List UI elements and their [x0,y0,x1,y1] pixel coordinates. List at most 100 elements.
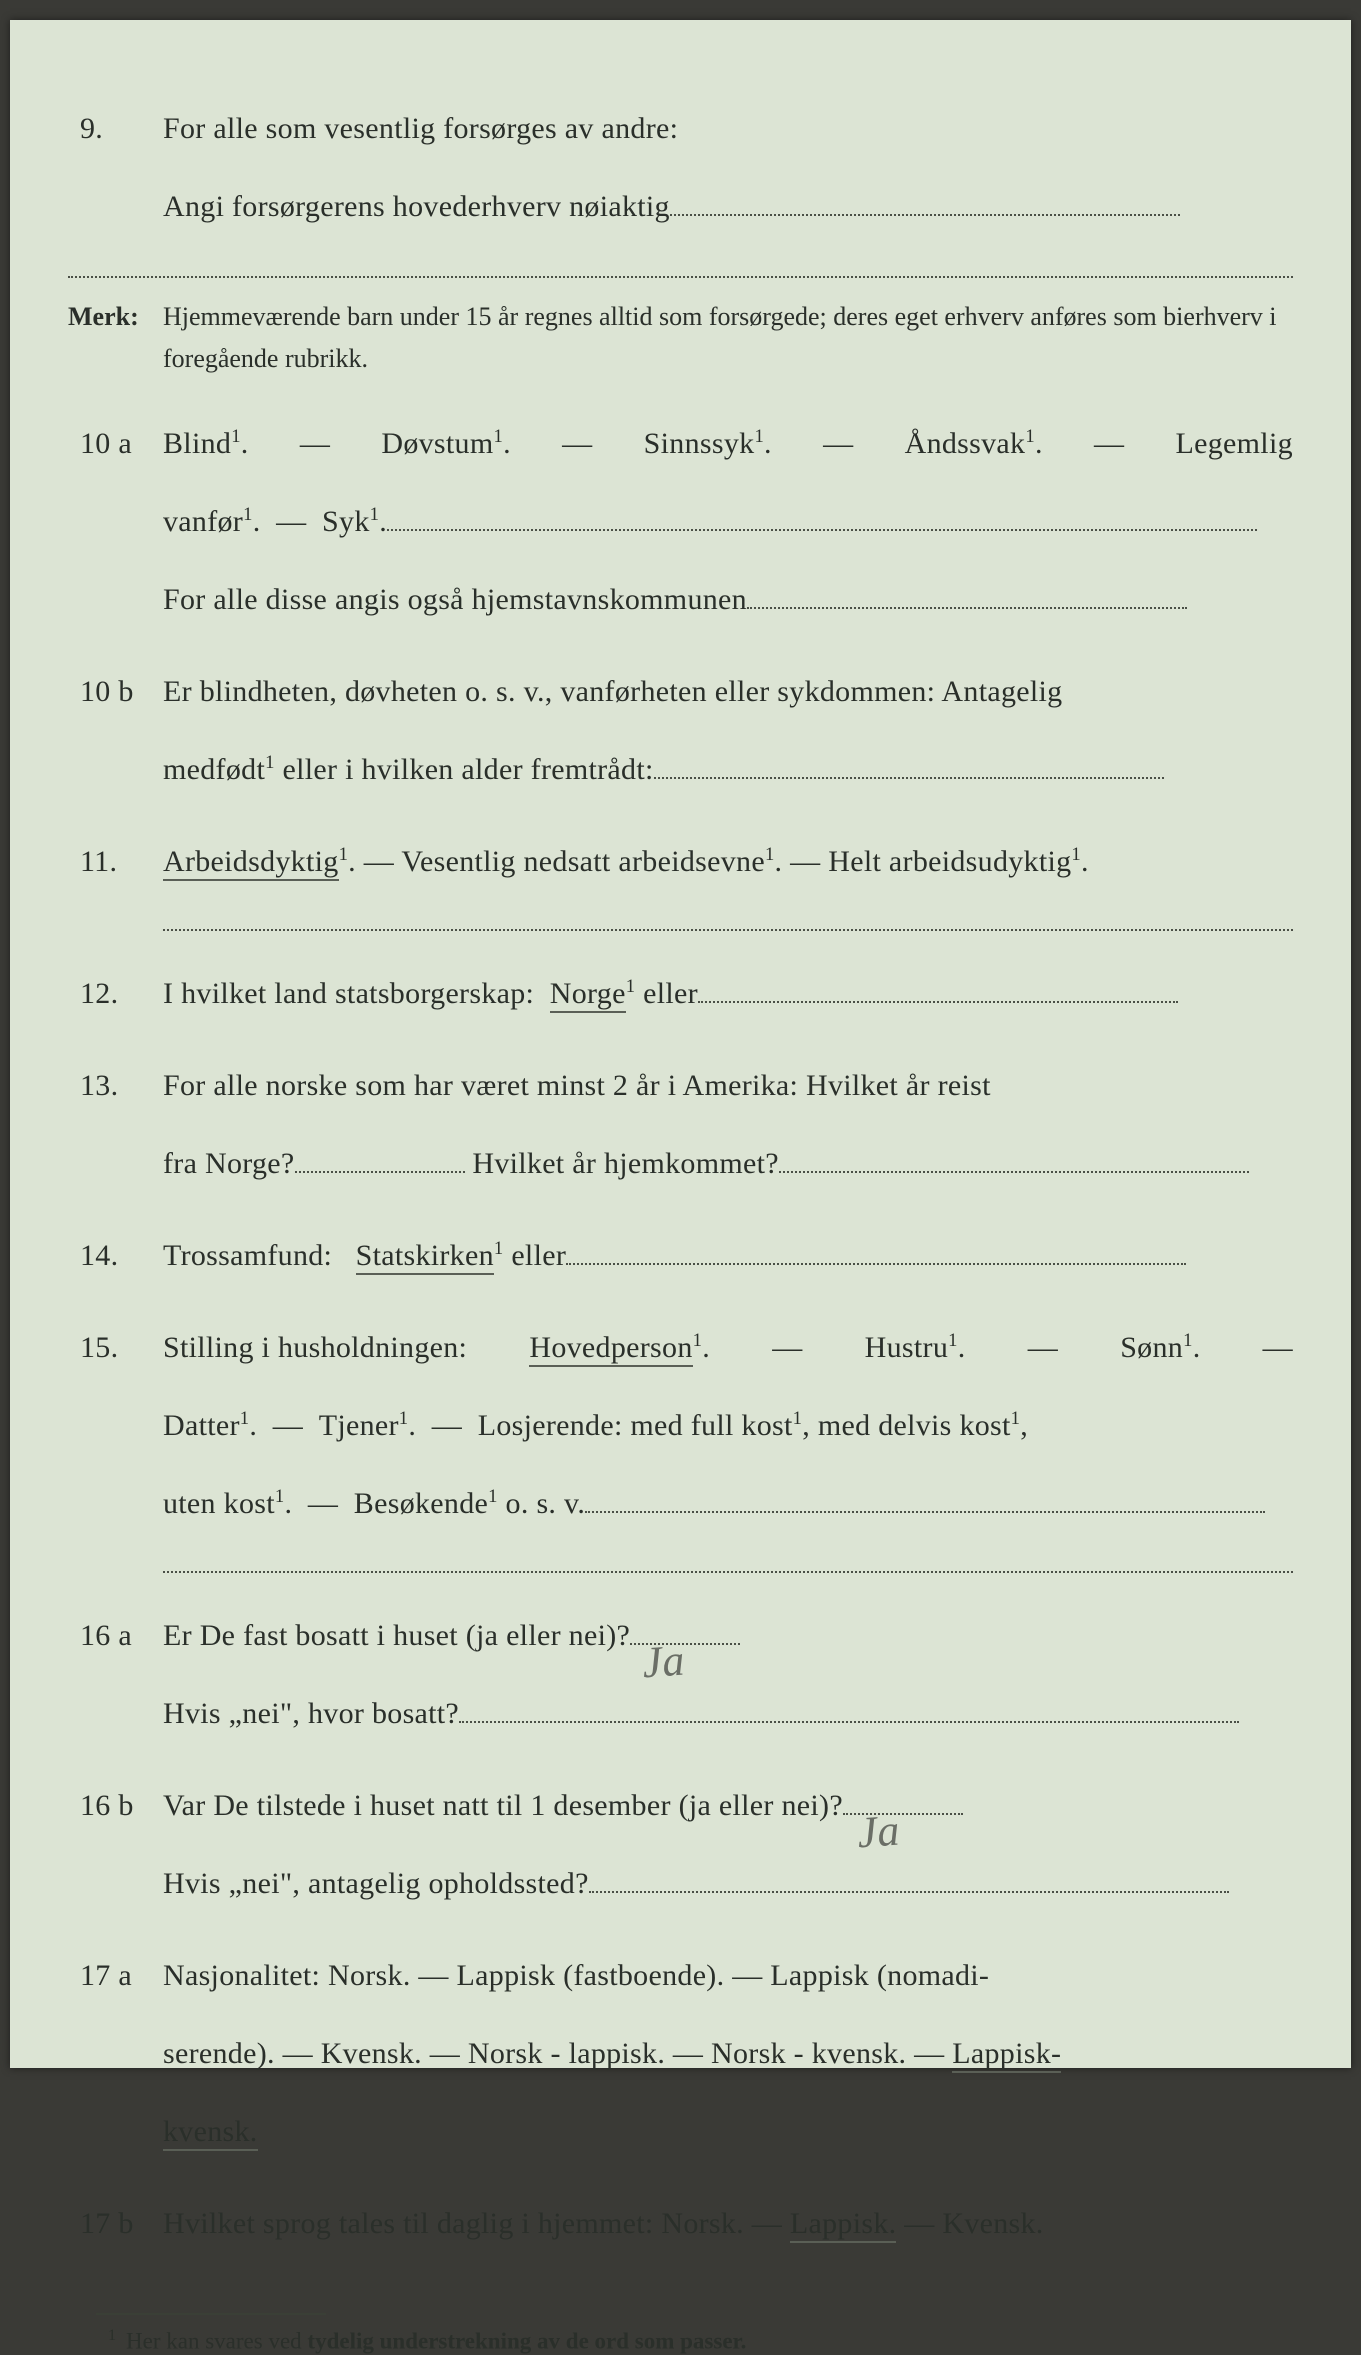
q13-line2: fra Norge? Hvilket år hjemkommet? [163,1125,1293,1203]
q17b-body: Hvilket sprog tales til daglig i hjemmet… [163,2185,1293,2263]
q13-body: For alle norske som har været minst 2 år… [163,1047,1293,1203]
q9-line2-text: Angi forsørgerens hovederhverv nøiaktig [163,190,670,223]
q17a-line2-text: serende). — Kvensk. — Norsk - lappisk. —… [163,2037,952,2070]
q16a-hvis: Hvis „nei", hvor bosatt? [163,1697,459,1730]
q17a-body: Nasjonalitet: Norsk. — Lappisk (fastboen… [163,1937,1293,2171]
q11-mid[interactable]: — Vesentlig nedsatt arbeidsevne [356,845,765,878]
q17a-line3: kvensk. [163,2093,1293,2171]
q16a-question: Er De fast bosatt i huset (ja eller nei)… [163,1619,630,1652]
q14-number: 14. [68,1217,163,1295]
merk-note: Merk: Hjemmeværende barn under 15 år reg… [68,296,1293,379]
q16a-line1: Er De fast bosatt i huset (ja eller nei)… [163,1597,1293,1675]
q17b-lappisk[interactable]: Lappisk. [790,2207,897,2243]
q15-hustru[interactable]: Hustru [865,1331,948,1364]
q10a-dovstum[interactable]: Døvstum [381,427,493,460]
q9-line2: Angi forsørgerens hovederhverv nøiaktig [163,168,1293,246]
q10a-fill[interactable] [387,529,1257,531]
q14-statskirken[interactable]: Statskirken [356,1239,494,1275]
footnote-text-b: tydelig understrekning av de ord som pas… [307,2329,746,2354]
q16b-question: Var De tilstede i huset natt til 1 desem… [163,1789,843,1822]
q16b-line2: Hvis „nei", antagelig opholdssted? [163,1845,1293,1923]
q13: 13. For alle norske som har været minst … [68,1047,1293,1203]
q10a-andssvak[interactable]: Åndssvak [905,427,1026,460]
q16a-answer-field[interactable]: Ja [630,1643,740,1645]
q13-franorge: fra Norge? [163,1147,295,1180]
q10a-sinnssyk[interactable]: Sinnssyk [644,427,755,460]
q17a: 17 a Nasjonalitet: Norsk. — Lappisk (fas… [68,1937,1293,2171]
q10a: 10 a Blind1. — Døvstum1. — Sinnssyk1. — … [68,405,1293,639]
q16a-handwritten-answer: Ja [639,1604,689,1721]
q11-number: 11. [68,823,163,901]
q10b-number: 10 b [68,653,163,731]
q10a-legemlig[interactable]: Legemlig [1176,405,1293,483]
q14-fill[interactable] [566,1263,1186,1265]
q9-number: 9. [68,90,163,168]
q12-norge[interactable]: Norge [550,977,626,1013]
q9-body: For alle som vesentlig forsørges av andr… [163,90,1293,246]
q15: 15. Stilling i husholdningen: Hovedperso… [68,1309,1293,1543]
q10b-fill[interactable] [654,777,1164,779]
q15-uten[interactable]: uten kost [163,1487,275,1520]
q10a-line1: Blind1. — Døvstum1. — Sinnssyk1. — Åndss… [163,405,1293,483]
q16b-hvis: Hvis „nei", antagelig opholdssted? [163,1867,589,1900]
q16b-handwritten-answer: Ja [853,1774,903,1891]
census-form-page: 9. For alle som vesentlig forsørges av a… [10,20,1351,2068]
q9-fill[interactable] [670,214,1180,216]
q15-delvis[interactable]: , med delvis kost [802,1409,1010,1442]
q11: 11. Arbeidsdyktig1. — Vesentlig nedsatt … [68,823,1293,901]
q15-hovedperson[interactable]: Hovedperson [529,1331,692,1367]
q15-line2: Datter1. — Tjener1. — Losjerende: med fu… [163,1387,1293,1465]
q12-fill[interactable] [698,1001,1178,1003]
q15-besokende[interactable]: Besøkende [354,1487,488,1520]
q10a-number: 10 a [68,405,163,483]
q16b: 16 b Var De tilstede i huset natt til 1 … [68,1767,1293,1923]
q16a-line2: Hvis „nei", hvor bosatt? [163,1675,1293,1753]
divider-after-q11 [163,929,1293,931]
q12-number: 12. [68,955,163,1033]
q13-fill1[interactable] [295,1171,465,1173]
q10a-vanfor[interactable]: vanfør [163,505,243,538]
q9: 9. For alle som vesentlig forsørges av a… [68,90,1293,246]
q10a-line2: vanfør1. — Syk1. [163,483,1293,561]
q17a-lappisk-kvensk-2[interactable]: kvensk. [163,2115,258,2151]
q15-osv: o. s. v. [498,1487,585,1520]
q12: 12. I hvilket land statsborgerskap: Norg… [68,955,1293,1033]
q15-body: Stilling i husholdningen: Hovedperson1. … [163,1309,1293,1543]
q16a-fill[interactable] [459,1721,1239,1723]
footnote-rule [96,2313,326,2315]
footnote-number: 1 [108,2327,116,2344]
q12-text: I hvilket land statsborgerskap: [163,977,534,1010]
q12-body: I hvilket land statsborgerskap: Norge1 e… [163,955,1293,1033]
q15-tjener[interactable]: Tjener [319,1409,399,1442]
q14-body: Trossamfund: Statskirken1 eller [163,1217,1293,1295]
q10a-blind[interactable]: Blind [163,427,231,460]
q13-number: 13. [68,1047,163,1125]
q16b-answer-field[interactable]: Ja [843,1813,963,1815]
q10b-line1: Er blindheten, døvheten o. s. v., vanfør… [163,653,1293,731]
q13-line1: For alle norske som har været minst 2 år… [163,1047,1293,1125]
q16b-fill[interactable] [589,1891,1229,1893]
q10a-syk[interactable]: Syk [322,505,370,538]
q17b-text: Hvilket sprog tales til daglig i hjemmet… [163,2207,790,2240]
q11-tail[interactable]: — Helt arbeidsudyktig [782,845,1071,878]
q15-sonn[interactable]: Sønn [1120,1331,1183,1364]
q16b-line1: Var De tilstede i huset natt til 1 desem… [163,1767,1293,1845]
q15-fill[interactable] [585,1511,1265,1513]
q15-datter[interactable]: Datter [163,1409,240,1442]
q10b-eller: eller i hvilken alder fremtrådt: [283,753,654,786]
q15-losjerende[interactable]: Losjerende: med full kost [478,1409,793,1442]
q10b-body: Er blindheten, døvheten o. s. v., vanfør… [163,653,1293,809]
q14: 14. Trossamfund: Statskirken1 eller [68,1217,1293,1295]
q14-text: Trossamfund: [163,1239,332,1272]
q17a-lappisk-kvensk-1[interactable]: Lappisk- [952,2037,1061,2073]
q13-fill2[interactable] [779,1171,1249,1173]
divider-after-q9 [68,276,1293,278]
q10b-line2: medfødt1 eller i hvilken alder fremtrådt… [163,731,1293,809]
q11-arbeidsdyktig[interactable]: Arbeidsdyktig [163,845,339,881]
q17b: 17 b Hvilket sprog tales til daglig i hj… [68,2185,1293,2263]
q10b-medfodt[interactable]: medfødt [163,753,265,786]
q10a-line3: For alle disse angis også hjemstavnskomm… [163,561,1293,639]
q15-line1: Stilling i husholdningen: Hovedperson1. … [163,1309,1293,1387]
q10a-fill2[interactable] [747,607,1187,609]
q17a-line1: Nasjonalitet: Norsk. — Lappisk (fastboen… [163,1937,1293,2015]
